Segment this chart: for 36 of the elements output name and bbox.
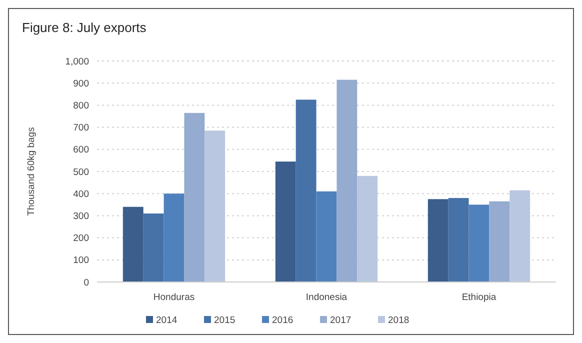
x-tick-label: Honduras (153, 292, 195, 303)
bar (275, 162, 296, 282)
y-tick-label: 100 (73, 255, 89, 266)
legend-label: 2015 (214, 315, 236, 326)
legend-label: 2016 (272, 315, 294, 326)
x-tick-label: Ethiopia (462, 292, 497, 303)
bar (204, 130, 226, 282)
bar (357, 176, 378, 282)
y-tick-label: 0 (84, 277, 89, 288)
bar (143, 213, 164, 282)
y-tick-label: 700 (73, 122, 89, 134)
bar (336, 80, 358, 282)
bar (296, 100, 316, 282)
bar (184, 112, 205, 282)
legend-label: 2018 (388, 315, 410, 326)
y-tick-label: 1,000 (65, 56, 89, 68)
y-tick-label: 300 (73, 211, 89, 222)
legend-label: 2017 (330, 315, 352, 326)
bar (510, 190, 530, 282)
y-tick-label: 400 (73, 188, 89, 200)
y-axis-title: Thousand 60kg bags (26, 126, 37, 216)
bar (428, 199, 448, 282)
bar (122, 206, 144, 282)
legend-label: 2014 (156, 315, 178, 326)
bar (164, 194, 184, 282)
bar (489, 201, 510, 282)
bar (316, 191, 337, 282)
x-tick-label: Indonesia (306, 292, 348, 303)
y-tick-label: 200 (73, 233, 89, 244)
y-tick-label: 900 (73, 78, 89, 90)
bar (468, 204, 490, 282)
y-tick-label: 500 (73, 166, 89, 178)
y-tick-label: 800 (73, 100, 89, 112)
y-tick-label: 600 (73, 144, 89, 156)
chart-title: Figure 8: July exports (22, 20, 147, 35)
bar (448, 198, 469, 282)
